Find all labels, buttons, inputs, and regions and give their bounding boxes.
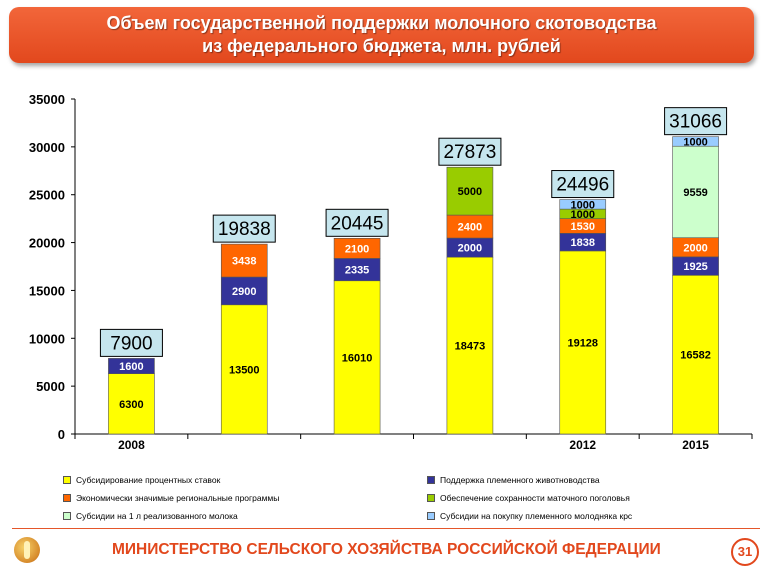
y-tick-label: 35000 (29, 92, 65, 107)
bar-value-label: 1530 (571, 221, 595, 233)
y-tick-label: 0 (58, 427, 65, 442)
y-tick-label: 15000 (29, 283, 65, 298)
legend-label: Обеспечение сохранности маточного поголо… (440, 493, 630, 503)
legend-swatch (427, 512, 435, 520)
y-tick-label: 5000 (36, 379, 65, 394)
legend-label: Экономически значимые региональные прогр… (76, 493, 280, 503)
legend-label: Поддержка племенного животноводства (440, 475, 600, 485)
chart-legend: Субсидирование процентных ставок Поддержк… (55, 470, 755, 528)
y-tick-label: 25000 (29, 188, 65, 203)
total-label: 7900 (110, 333, 152, 354)
bar-segment (220, 276, 268, 306)
bar-value-label: 13500 (229, 364, 260, 376)
legend-item: Поддержка племенного животноводства (427, 475, 600, 485)
legend-swatch (427, 494, 435, 502)
legend-item: Субсидии на 1 л реализованного молока (63, 511, 238, 521)
bar-segment (220, 243, 268, 278)
page-number: 31 (731, 538, 759, 566)
ministry-name: МИНИСТЕРСТВО СЕЛЬСКОГО ХОЗЯЙСТВА РОССИЙС… (112, 541, 661, 558)
bar-value-label: 1838 (571, 237, 595, 249)
legend-item: Обеспечение сохранности маточного поголо… (427, 493, 630, 503)
bar-segment (672, 136, 719, 147)
bar-value-label: 9559 (683, 187, 707, 199)
bar-value-label: 3438 (232, 256, 256, 268)
bar-value-label: 2000 (458, 243, 482, 255)
bar-value-label: 1925 (683, 261, 707, 273)
legend-label: Субсидии на покупку племенного молодняка… (440, 511, 633, 521)
bar-segment (220, 304, 268, 435)
bar-value-label: 1000 (571, 199, 595, 211)
y-tick-label: 10000 (29, 331, 65, 346)
total-box (664, 107, 728, 136)
bar-value-label: 1000 (571, 209, 595, 221)
legend-item: Субсидии на покупку племенного молодняка… (427, 511, 632, 521)
bar-value-label: 2900 (232, 286, 256, 298)
bar-value-label: 18473 (455, 341, 486, 353)
total-box (325, 208, 389, 237)
total-label: 24496 (556, 175, 609, 196)
total-box (438, 137, 502, 166)
bar-value-label: 2100 (345, 243, 369, 255)
total-label: 20445 (331, 213, 384, 234)
x-category-label: 2012 (569, 438, 596, 452)
total-label: 27873 (443, 142, 496, 163)
legend-swatch (427, 476, 435, 484)
ministry-emblem-icon (14, 537, 40, 563)
y-tick-label: 30000 (29, 140, 65, 155)
footer-divider (12, 528, 760, 529)
legend-label: Субсидии на 1 л реализованного молока (76, 511, 238, 521)
bar-segment (446, 256, 494, 435)
total-box (212, 214, 276, 243)
bar-segment (446, 166, 494, 216)
bar-value-label: 16010 (342, 352, 373, 364)
total-box (551, 170, 615, 199)
bar-segment (108, 373, 155, 435)
title-line-2: из федерального бюджета, млн. рублей (202, 36, 561, 56)
legend-swatch (63, 494, 71, 502)
title-banner: Объем государственной поддержки молочног… (9, 7, 754, 63)
bar-segment (672, 145, 719, 239)
bar-segment (333, 238, 381, 259)
stacked-bar-chart: 0 5000 10000 15000 20000 25000 30000 35000 6300 1… (29, 92, 753, 452)
total-label: 19838 (218, 219, 271, 240)
legend-item: Субсидирование процентных ставок (63, 475, 220, 485)
legend-swatch (63, 476, 71, 484)
bar-value-label: 6300 (119, 399, 143, 411)
x-category-label: 2015 (682, 438, 709, 452)
bar-value-label: 2400 (458, 222, 482, 234)
bar-segment (559, 199, 607, 210)
bar-value-label: 1600 (119, 361, 143, 373)
x-category-label: 2008 (118, 438, 145, 452)
bar-segment (333, 280, 381, 435)
title-line-1: Объем государственной поддержки молочног… (106, 13, 657, 33)
bar-value-label: 2000 (683, 242, 707, 254)
bar-value-label: 16582 (680, 350, 711, 362)
bar-value-label: 2335 (345, 265, 369, 277)
bar-segment (108, 358, 155, 374)
legend-swatch (63, 512, 71, 520)
legend-label: Субсидирование процентных ставок (76, 475, 221, 485)
bar-value-label: 1000 (683, 136, 707, 148)
bar-value-label: 19128 (567, 337, 598, 349)
total-box (99, 328, 163, 357)
legend-item: Экономически значимые региональные прогр… (63, 493, 279, 503)
bar-value-label: 5000 (458, 186, 482, 198)
total-label: 31066 (669, 112, 722, 133)
y-tick-label: 20000 (29, 236, 65, 251)
